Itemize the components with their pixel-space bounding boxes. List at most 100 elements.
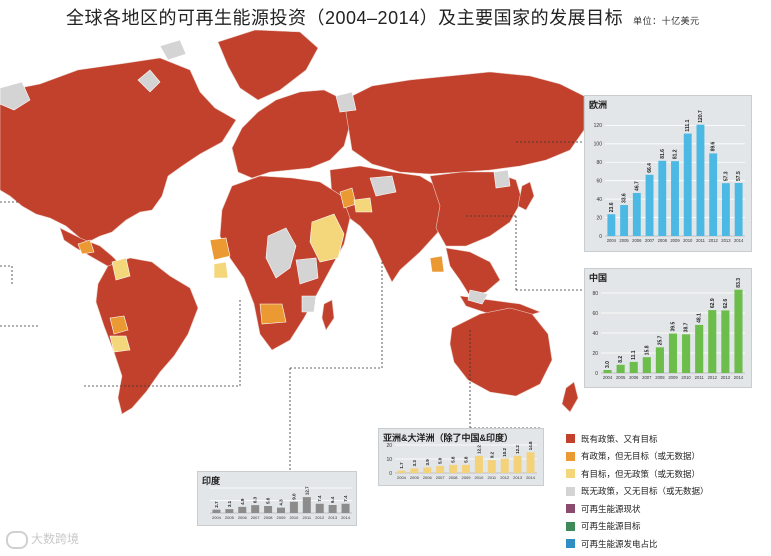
x-tick-label: 2007 [251,515,261,520]
bar-value-label: 12.2 [515,445,520,454]
chart-panel-china: 中国 0 20 40 60 80 3.0 2004 8.2 2005 11.1 2006 15.8 20… [584,268,752,388]
x-tick-label: 2009 [668,375,678,380]
bar [264,506,273,513]
bar-value-label: 3.3 [412,460,417,467]
bar-value-label: 3.9 [425,459,430,466]
x-tick-label: 2007 [642,375,652,380]
x-tick-label: 2006 [632,238,642,243]
grey-arctic-2 [137,69,161,93]
grey-central-asia [369,175,397,197]
bar [645,174,654,236]
bar [251,505,260,513]
y-tick-label: 20 [592,351,598,357]
yellow-africa [213,261,229,279]
bar-value-label: 4.9 [240,498,245,505]
bar [397,470,406,473]
x-tick-label: 2008 [264,515,274,520]
bar [642,357,651,373]
x-tick-label: 2006 [629,375,639,380]
bar [315,503,324,513]
europe [231,89,351,179]
title-text: 全球各地区的可再生能源投资（2004–2014）及主要国家的发展目标 [66,8,624,28]
bar [632,192,641,236]
x-tick-label: 2009 [670,238,680,243]
bar-value-label: 111.1 [685,119,691,131]
grey-arctic-1 [159,39,187,61]
legend-swatch [566,451,575,461]
unit-label: 单位：十亿美元 [633,16,700,26]
legend-item: 有目标，但无政策（或无数据） [566,465,709,483]
x-tick-label: 2004 [603,375,613,380]
y-tick-label: 0 [595,371,598,377]
bar [683,133,692,236]
x-tick-label: 2009 [277,515,287,520]
legend-item: 有政策，但无目标（或无数据） [566,448,709,466]
x-tick-label: 2008 [658,238,668,243]
bar [487,460,496,473]
watermark-text: 大数跨境 [31,532,80,546]
bar-value-label: 6.3 [253,496,258,503]
bar-value-label: 4.3 [279,499,284,506]
chart-panel-india: 印度 2.7 2004 3.1 2005 4.9 2006 6.3 2007 5.6 2008 4.… [197,471,357,526]
bar-value-label: 5.6 [266,497,271,504]
chart-title-china: 中国 [589,273,608,283]
bar-value-label: 57.3 [723,171,729,181]
y-tick-label: 40 [596,197,602,203]
legend-swatch [566,469,575,479]
chart-india: 2.7 2004 3.1 2005 4.9 2006 6.3 2007 5.6 2008 4.3 20… [210,486,352,520]
bar-value-label: 1.7 [399,462,404,469]
legend-label: 可再生能源现状 [581,503,641,514]
watermark: 大数跨境 [6,530,79,549]
bar-value-label: 46.7 [634,181,640,191]
x-tick-label: 2013 [721,238,731,243]
legend-label: 有目标，但无政策（或无数据） [581,468,701,479]
x-tick-label: 2004 [607,238,617,243]
bar [682,334,691,373]
bar [603,370,612,373]
x-tick-label: 2014 [526,475,536,480]
orange-africa-2 [259,303,287,325]
y-tick-label: 0 [599,234,602,240]
bar [721,183,730,236]
y-tick-label: 60 [592,311,598,317]
legend-swatch [566,504,575,514]
bar [341,503,350,513]
bar-value-label: 23.6 [609,202,615,212]
x-tick-label: 2013 [721,375,731,380]
yellow-caspian [353,197,373,213]
orange-caribbean [77,239,95,255]
x-tick-label: 2014 [734,375,744,380]
x-tick-label: 2005 [616,375,626,380]
y-tick-label: 80 [592,291,598,297]
legend-label: 可再生能源发电占比 [581,538,658,549]
bar-value-label: 25.7 [657,335,663,345]
x-tick-label: 2006 [423,475,433,480]
bar-value-label: 9.0 [291,493,296,500]
bar [449,464,458,473]
bar-value-label: 5.8 [451,456,456,463]
bar-value-label: 62.6 [723,298,729,308]
y-tick-label: 20 [596,215,602,221]
bar [658,160,667,236]
chart-asia: 0 10 20 1.7 2004 3.3 2005 3.9 2006 5.0 2007 5.8 2008… [386,441,537,480]
bar-value-label: 120.7 [698,110,704,123]
x-tick-label: 2013 [513,475,523,480]
y-tick-label: 0 [389,471,392,477]
bar-value-label: 3.0 [605,361,611,368]
x-tick-label: 2011 [695,375,705,380]
north-america [0,57,237,243]
y-tick-label: 60 [596,178,602,184]
x-tick-label: 2007 [645,238,655,243]
x-tick-label: 2006 [238,515,248,520]
chart-panel-asia: 亚洲&大洋洲（除了中国&印度） 0 10 20 1.7 2004 3.3 2005 3.9 20… [378,428,544,486]
legend-item: 可再生能源目标 [566,518,709,536]
southeast-asia [445,247,501,297]
bar-value-label: 12.7 [304,486,309,495]
grey-canada-north [0,81,31,111]
map-legend: 既有政策、又有目标 有政策，但无目标（或无数据） 有目标，但无政策（或无数据） … [566,430,709,553]
bar [629,361,638,373]
y-tick-label: 80 [596,160,602,166]
x-tick-label: 2008 [449,475,459,480]
y-tick-label: 20 [386,443,392,449]
